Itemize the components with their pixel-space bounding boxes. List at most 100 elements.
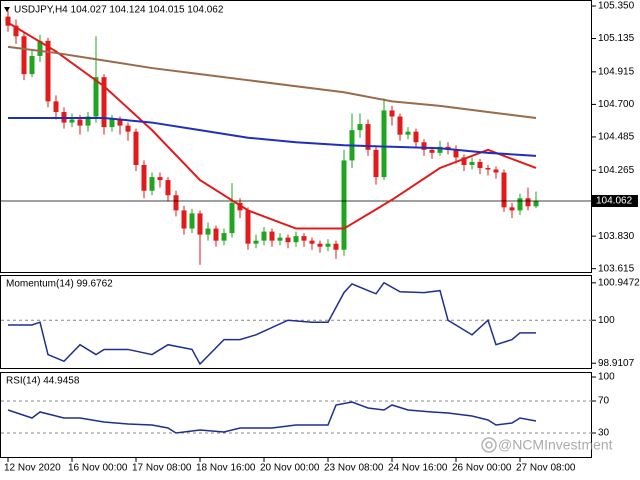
- candle-body: [173, 195, 179, 211]
- last-price-label: 104.062: [596, 196, 633, 207]
- candle-body: [461, 157, 467, 165]
- candle-body: [101, 77, 107, 128]
- candle-body: [197, 213, 203, 235]
- momentum-title: Momentum(14) 99.6762: [6, 279, 113, 290]
- candle-body: [181, 210, 187, 229]
- candle-body: [285, 237, 291, 243]
- series-line: [7, 45, 537, 120]
- candle-body: [269, 231, 275, 241]
- candle-body: [253, 240, 259, 244]
- candle-body: [221, 233, 227, 241]
- candle-body: [381, 110, 387, 178]
- candle-body: [37, 40, 43, 56]
- y-tick-label: 104.915: [598, 66, 635, 77]
- y-tick-label: 104.700: [598, 99, 635, 110]
- candle-body: [365, 124, 371, 150]
- rsi-title: RSI(14) 44.9458: [6, 376, 80, 387]
- y-tick-label: 100: [598, 315, 615, 326]
- candle-body: [493, 169, 499, 173]
- x-tick-label: 23 Nov 08:00: [324, 463, 384, 474]
- candle-body: [533, 200, 539, 207]
- x-tick-label: 17 Nov 08:00: [132, 463, 192, 474]
- candle-body: [525, 198, 531, 207]
- y-tick-label: 100: [598, 372, 615, 383]
- candle-body: [277, 237, 283, 241]
- y-tick-label: 98.9107: [598, 358, 635, 369]
- candle-body: [517, 198, 523, 211]
- momentum-panel-frame: [0, 275, 592, 369]
- candle-body: [77, 119, 83, 126]
- candle-body: [29, 55, 35, 75]
- candle-body: [69, 119, 75, 123]
- y-tick-label: 104.485: [598, 132, 635, 143]
- x-tick-label: 24 Nov 16:00: [388, 463, 448, 474]
- candle-body: [357, 124, 363, 131]
- candle-body: [293, 236, 299, 243]
- candle-body: [93, 77, 99, 117]
- series-line: [8, 281, 536, 366]
- candle-body: [141, 164, 147, 191]
- candle-body: [157, 177, 163, 181]
- y-tick-label: 103.615: [598, 263, 635, 274]
- candle-body: [261, 231, 267, 241]
- candle-body: [341, 160, 347, 250]
- series-line: [8, 117, 537, 157]
- x-tick-label: 27 Nov 08:00: [516, 463, 576, 474]
- candle-body: [53, 101, 59, 112]
- candle-body: [245, 210, 251, 244]
- candle-body: [189, 213, 195, 229]
- y-tick-label: 103.830: [598, 231, 635, 242]
- candle-body: [373, 149, 379, 178]
- candle-body: [325, 243, 331, 247]
- series-line: [7, 401, 537, 434]
- x-tick-label: 12 Nov 2020: [4, 463, 61, 474]
- candle-body: [477, 161, 483, 168]
- candle-body: [413, 131, 419, 143]
- candle-body: [165, 180, 171, 196]
- watermark: @NCMInvestment: [498, 437, 613, 453]
- y-tick-label: 70: [598, 396, 610, 407]
- candle-body: [453, 149, 459, 158]
- x-tick-label: 20 Nov 00:00: [260, 463, 320, 474]
- candle-body: [485, 167, 491, 170]
- candle-body: [21, 36, 27, 75]
- x-tick-label: 16 Nov 00:00: [68, 463, 128, 474]
- y-tick-label: 100.9472: [598, 277, 640, 288]
- candle-body: [397, 116, 403, 135]
- candle-body: [5, 16, 11, 26]
- candle-body: [501, 172, 507, 208]
- candle-body: [213, 228, 219, 241]
- watermark-icon: [481, 437, 497, 453]
- last-price-box: [592, 194, 638, 207]
- rsi-panel-frame: [0, 372, 592, 458]
- y-tick-label: 105.135: [598, 33, 635, 44]
- candle-body: [229, 202, 235, 234]
- candle-body: [301, 236, 307, 241]
- candle-body: [205, 228, 211, 235]
- candle-body: [133, 131, 139, 165]
- candle-body: [125, 125, 131, 132]
- collapse-icon: [4, 7, 10, 12]
- candle-body: [237, 202, 243, 211]
- candle-body: [509, 207, 515, 211]
- candle-body: [45, 40, 51, 102]
- candle-body: [429, 149, 435, 153]
- candle-body: [13, 25, 19, 37]
- candle-body: [317, 243, 323, 247]
- candle-body: [437, 146, 443, 153]
- y-tick-label: 104.265: [598, 165, 635, 176]
- candle-body: [85, 116, 91, 126]
- candle-body: [405, 131, 411, 135]
- main-panel-frame: [0, 0, 592, 273]
- candle-body: [109, 119, 115, 128]
- series-line: [7, 21, 537, 230]
- candle-body: [309, 240, 315, 244]
- candle-body: [117, 119, 123, 126]
- candle-body: [149, 177, 155, 191]
- candle-body: [333, 243, 339, 250]
- main-title: USDJPY,H4 104.027 104.124 104.015 104.06…: [14, 5, 224, 16]
- x-tick-label: 26 Nov 00:00: [452, 463, 512, 474]
- y-tick-label: 105.350: [598, 1, 635, 12]
